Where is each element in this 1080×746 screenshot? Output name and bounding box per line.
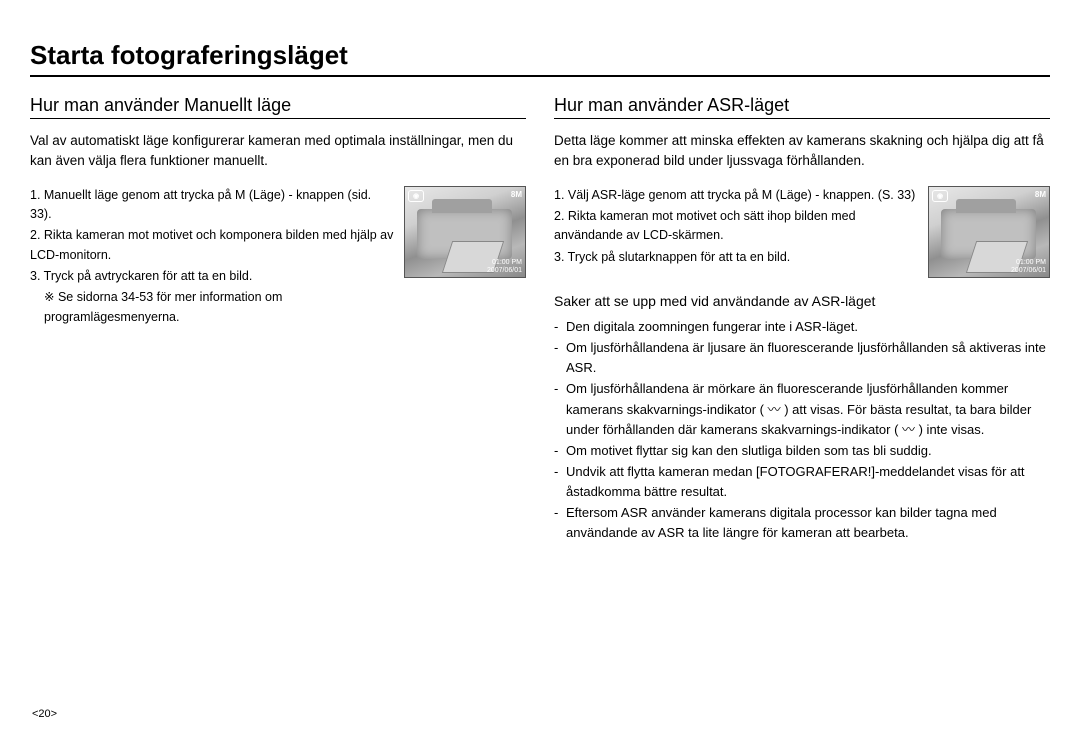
bullet-text: Eftersom ASR använder kamerans digitala …	[566, 503, 1050, 543]
sub-title-right: Saker att se upp med vid användande av A…	[554, 293, 1050, 309]
bullets-right: -Den digitala zoomningen fungerar inte i…	[554, 317, 1050, 544]
step-item: 2. Rikta kameran mot motivet och kompone…	[30, 226, 396, 265]
step-item: 3. Tryck på avtryckaren för att ta en bi…	[30, 267, 396, 286]
section-title-right: Hur man använder ASR-läget	[554, 95, 1050, 119]
steps-wrap-right: 1. Välj ASR-läge genom att trycka på M (…	[554, 186, 1050, 268]
bullet-item: -Eftersom ASR använder kamerans digitala…	[554, 503, 1050, 543]
thumb-badge: 8M	[1035, 190, 1046, 202]
left-column: Hur man använder Manuellt läge Val av au…	[30, 95, 526, 545]
thumb-time: 01:00 PM	[1011, 259, 1046, 267]
bullet-item: -Den digitala zoomningen fungerar inte i…	[554, 317, 1050, 337]
thumb-date: 2007/06/01	[487, 267, 522, 275]
section-title-left: Hur man använder Manuellt läge	[30, 95, 526, 119]
note-left: ※ Se sidorna 34-53 för mer information o…	[30, 288, 526, 327]
lcd-preview-right: ◉ 8M 01:00 PM 2007/06/01	[928, 186, 1050, 278]
step-item: 2. Rikta kameran mot motivet och sätt ih…	[554, 207, 920, 246]
thumb-time: 01:00 PM	[487, 259, 522, 267]
bullet-text: Om ljusförhållandena är ljusare än fluor…	[566, 338, 1050, 378]
right-column: Hur man använder ASR-läget Detta läge ko…	[554, 95, 1050, 545]
printer-shape	[417, 209, 512, 259]
lcd-preview-left: ◉ 8M 01:00 PM 2007/06/01	[404, 186, 526, 278]
bullet-item: -Om ljusförhållandena är mörkare än fluo…	[554, 379, 1050, 439]
bullet-item: -Om motivet flyttar sig kan den slutliga…	[554, 441, 1050, 461]
thumb-badge: 8M	[511, 190, 522, 202]
camera-icon: ◉	[932, 190, 948, 202]
camera-icon: ◉	[408, 190, 424, 202]
steps-wrap-left: 1. Manuellt läge genom att trycka på M (…	[30, 186, 526, 328]
bullet-text: Den digitala zoomningen fungerar inte i …	[566, 317, 1050, 337]
bullet-text: Undvik att flytta kameran medan [FOTOGRA…	[566, 462, 1050, 502]
thumb-date: 2007/06/01	[1011, 267, 1046, 275]
bullet-item: -Om ljusförhållandena är ljusare än fluo…	[554, 338, 1050, 378]
intro-right: Detta läge kommer att minska effekten av…	[554, 131, 1050, 172]
intro-left: Val av automatiskt läge konfigurerar kam…	[30, 131, 526, 172]
page-number: <20>	[32, 708, 57, 720]
columns: Hur man använder Manuellt läge Val av au…	[30, 95, 1050, 545]
step-item: 1. Välj ASR-läge genom att trycka på M (…	[554, 186, 920, 205]
thumb-datetime: 01:00 PM 2007/06/01	[1011, 259, 1046, 274]
page-title: Starta fotograferingsläget	[30, 40, 1050, 77]
thumb-datetime: 01:00 PM 2007/06/01	[487, 259, 522, 274]
bullet-text: Om ljusförhållandena är mörkare än fluor…	[566, 379, 1050, 439]
step-item: 3. Tryck på slutarknappen för att ta en …	[554, 248, 920, 267]
bullet-item: -Undvik att flytta kameran medan [FOTOGR…	[554, 462, 1050, 502]
bullet-text: Om motivet flyttar sig kan den slutliga …	[566, 441, 1050, 461]
printer-shape	[941, 209, 1036, 259]
step-item: 1. Manuellt läge genom att trycka på M (…	[30, 186, 396, 225]
